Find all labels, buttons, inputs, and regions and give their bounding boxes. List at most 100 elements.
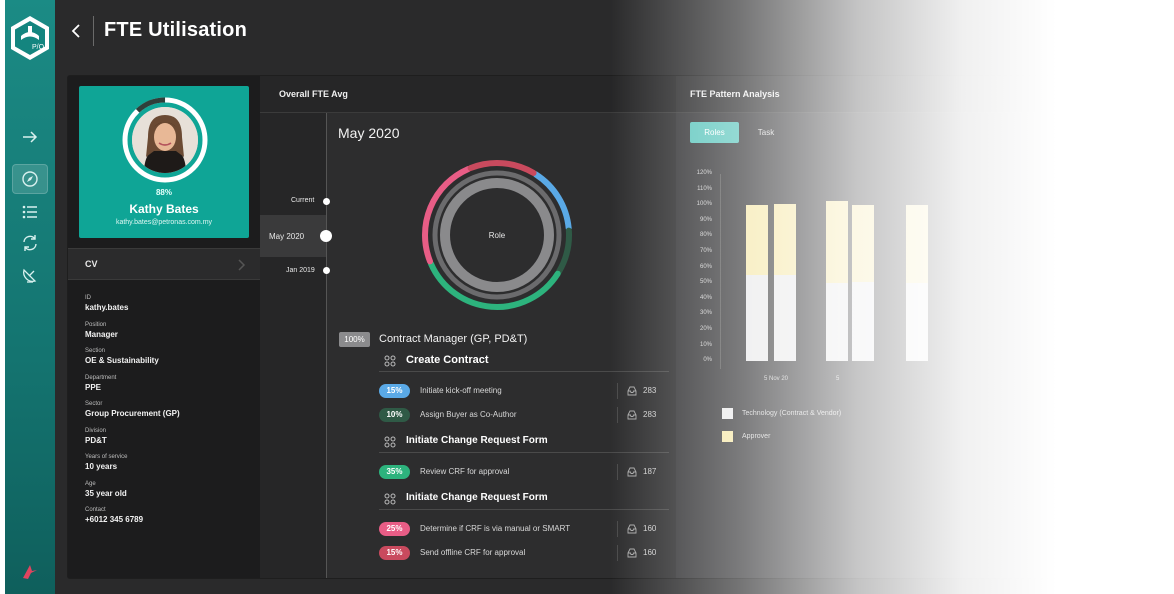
legend-swatch <box>722 408 733 419</box>
bar-segment-approver[interactable] <box>774 203 796 276</box>
y-axis-line <box>720 174 721 369</box>
y-tick-label: 120% <box>696 170 712 176</box>
inbox-icon <box>627 548 637 558</box>
task-label: Assign Buyer as Co-Author <box>420 410 517 419</box>
detail-value: PD&T <box>85 435 107 445</box>
cv-row[interactable]: CV <box>68 248 260 280</box>
x-axis-label: 5 Nov 20 <box>764 376 789 382</box>
fte-pattern-panel: FTE Pattern Analysis Roles Task 120% 110%… <box>676 76 1174 578</box>
cv-label: CV <box>85 259 98 269</box>
selected-month: May 2020 <box>338 125 400 141</box>
petronas-logo[interactable]: P/O <box>8 14 52 62</box>
back-icon[interactable] <box>67 20 87 42</box>
nav-compass[interactable] <box>12 164 48 194</box>
task-group-title: Initiate Change Request Form <box>406 492 548 503</box>
timeline-item-current[interactable]: Current <box>291 197 315 204</box>
profile-card: 88% Kathy Bates kathy.bates@petronas.com… <box>79 86 249 238</box>
divider <box>379 452 669 453</box>
divider <box>617 383 618 399</box>
workflow-icon <box>384 436 396 448</box>
bar-segment-technology[interactable] <box>826 283 848 362</box>
inbox-icon <box>627 386 637 396</box>
task-percent-pill: 15% <box>379 384 410 398</box>
title-divider <box>93 16 94 46</box>
detail-key: Sector <box>85 401 103 407</box>
nav-arrow-right[interactable] <box>12 122 48 152</box>
detail-sector: Sector Group Procurement (GP) <box>85 400 245 427</box>
detail-contact: Contact +6012 345 6789 <box>85 506 245 533</box>
detail-value: Manager <box>85 329 118 339</box>
detail-section: Section OE & Sustainability <box>85 347 245 374</box>
detail-key: Section <box>85 348 106 354</box>
task-row[interactable]: 15% Send offline CRF for approval 160 <box>379 543 669 563</box>
timeline-item-jan-2019[interactable]: Jan 2019 <box>286 267 315 274</box>
tab-task[interactable]: Task <box>757 128 775 137</box>
timeline-dot-jan-2019[interactable] <box>323 267 330 274</box>
detail-department: Department PPE <box>85 374 245 401</box>
x-axis-label: 5 <box>836 376 840 382</box>
bar-segment-approver[interactable] <box>826 200 848 284</box>
task-group-create-contract[interactable]: Create Contract <box>379 350 669 372</box>
timeline-dot-may-2020[interactable] <box>320 230 332 242</box>
legend-label: Technology (Contract & Vendor) <box>742 410 842 417</box>
legend-swatch <box>722 431 733 442</box>
legend-label: Approver <box>742 433 771 440</box>
app-rail: P/O <box>5 0 55 594</box>
detail-key: Contact <box>85 507 106 513</box>
profile-email[interactable]: kathy.bates@petronas.com.my <box>115 219 213 226</box>
task-count: 160 <box>643 548 657 557</box>
bar-segment-approver[interactable] <box>906 205 928 284</box>
fte-pattern-header: FTE Pattern Analysis <box>676 76 1174 113</box>
profile-panel: 88% Kathy Bates kathy.bates@petronas.com… <box>68 76 260 578</box>
chevron-right-icon <box>238 259 246 271</box>
detail-id: ID kathy.bates <box>85 294 245 321</box>
y-tick-label: 50% <box>699 279 712 286</box>
detail-age: Age 35 year old <box>85 480 245 507</box>
overall-fte-title: Overall FTE Avg <box>279 89 348 99</box>
tab-roles[interactable]: Roles <box>690 122 739 143</box>
logo-text: P/O <box>32 44 45 51</box>
timeline-item-may-2020[interactable]: May 2020 <box>269 232 305 241</box>
refresh-icon <box>23 235 37 251</box>
bar-segment-approver[interactable] <box>746 205 768 276</box>
y-tick-label: 80% <box>699 232 712 239</box>
task-row[interactable]: 35% Review CRF for approval 187 <box>379 462 669 482</box>
timeline <box>260 113 327 578</box>
y-tick-label: 60% <box>699 263 712 270</box>
task-count: 283 <box>643 410 657 419</box>
task-count: 187 <box>643 467 657 476</box>
inbox-icon <box>627 410 637 420</box>
avatar <box>132 107 198 173</box>
timeline-line <box>326 113 327 578</box>
y-tick-label: 100% <box>696 201 712 208</box>
task-percent-pill: 25% <box>379 522 410 536</box>
timeline-dot-current[interactable] <box>323 198 330 205</box>
detail-key: Age <box>85 480 96 487</box>
bar-segment-technology[interactable] <box>774 275 796 362</box>
bar-segment-technology[interactable] <box>906 283 928 362</box>
bar-segment-technology[interactable] <box>852 281 874 362</box>
task-percent-pill: 15% <box>379 546 410 560</box>
app-surface: FTE Utilisation <box>55 0 1174 594</box>
bar-segment-technology[interactable] <box>746 275 768 362</box>
nav-refresh[interactable] <box>12 228 48 258</box>
nav-list[interactable] <box>12 197 48 227</box>
task-count: 160 <box>643 524 657 533</box>
task-group-change-request-1[interactable]: Initiate Change Request Form <box>379 431 669 453</box>
utilisation-percent: 88% <box>155 188 172 197</box>
task-row[interactable]: 10% Assign Buyer as Co-Author 283 <box>379 405 669 425</box>
donut-center-label: Role <box>489 231 506 240</box>
role-donut-chart: Role <box>422 160 572 310</box>
brand-mark-icon <box>23 565 37 579</box>
fte-pattern-title: FTE Pattern Analysis <box>690 89 780 99</box>
detail-key: ID <box>85 295 91 301</box>
task-group-change-request-2[interactable]: Initiate Change Request Form <box>379 488 669 510</box>
y-tick-label: 110% <box>697 185 712 192</box>
nav-satellite[interactable] <box>12 260 48 290</box>
task-row[interactable]: 15% Initiate kick-off meeting 283 <box>379 381 669 401</box>
detail-key: Division <box>85 427 107 434</box>
detail-value: OE & Sustainability <box>85 356 159 365</box>
detail-value: kathy.bates <box>85 303 129 312</box>
bar-segment-approver[interactable] <box>852 205 874 282</box>
task-row[interactable]: 25% Determine if CRF is via manual or SM… <box>379 519 669 539</box>
